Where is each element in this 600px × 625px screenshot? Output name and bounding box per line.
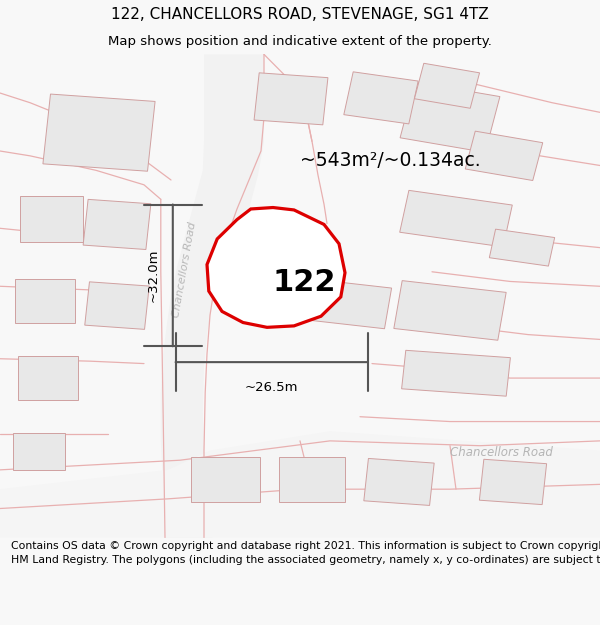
Text: Map shows position and indicative extent of the property.: Map shows position and indicative extent…: [108, 35, 492, 48]
Text: 122: 122: [272, 268, 336, 297]
Polygon shape: [18, 356, 78, 400]
Polygon shape: [465, 131, 543, 181]
Polygon shape: [20, 196, 83, 242]
Polygon shape: [85, 282, 149, 329]
Polygon shape: [400, 191, 512, 247]
Polygon shape: [279, 458, 345, 502]
Polygon shape: [13, 433, 65, 469]
Text: ~32.0m: ~32.0m: [146, 249, 160, 302]
Polygon shape: [400, 82, 500, 152]
Polygon shape: [161, 54, 264, 538]
Text: ~543m²/~0.134ac.: ~543m²/~0.134ac.: [300, 151, 481, 170]
Polygon shape: [207, 208, 345, 328]
Polygon shape: [225, 237, 327, 302]
Polygon shape: [191, 457, 260, 503]
Polygon shape: [15, 279, 75, 322]
Polygon shape: [401, 350, 511, 396]
Polygon shape: [292, 278, 392, 329]
Text: 122, CHANCELLORS ROAD, STEVENAGE, SG1 4TZ: 122, CHANCELLORS ROAD, STEVENAGE, SG1 4T…: [111, 8, 489, 22]
Polygon shape: [254, 73, 328, 125]
Polygon shape: [364, 459, 434, 506]
Polygon shape: [490, 229, 554, 266]
Text: Chancellors Road: Chancellors Road: [449, 446, 553, 459]
Polygon shape: [0, 431, 600, 538]
Polygon shape: [43, 94, 155, 171]
Polygon shape: [394, 281, 506, 340]
Polygon shape: [415, 63, 479, 108]
Polygon shape: [479, 459, 547, 504]
Polygon shape: [344, 72, 418, 124]
Text: Contains OS data © Crown copyright and database right 2021. This information is : Contains OS data © Crown copyright and d…: [11, 541, 600, 565]
Polygon shape: [83, 199, 151, 249]
Text: Chancellors Road: Chancellors Road: [172, 221, 198, 318]
Text: ~26.5m: ~26.5m: [245, 381, 299, 394]
